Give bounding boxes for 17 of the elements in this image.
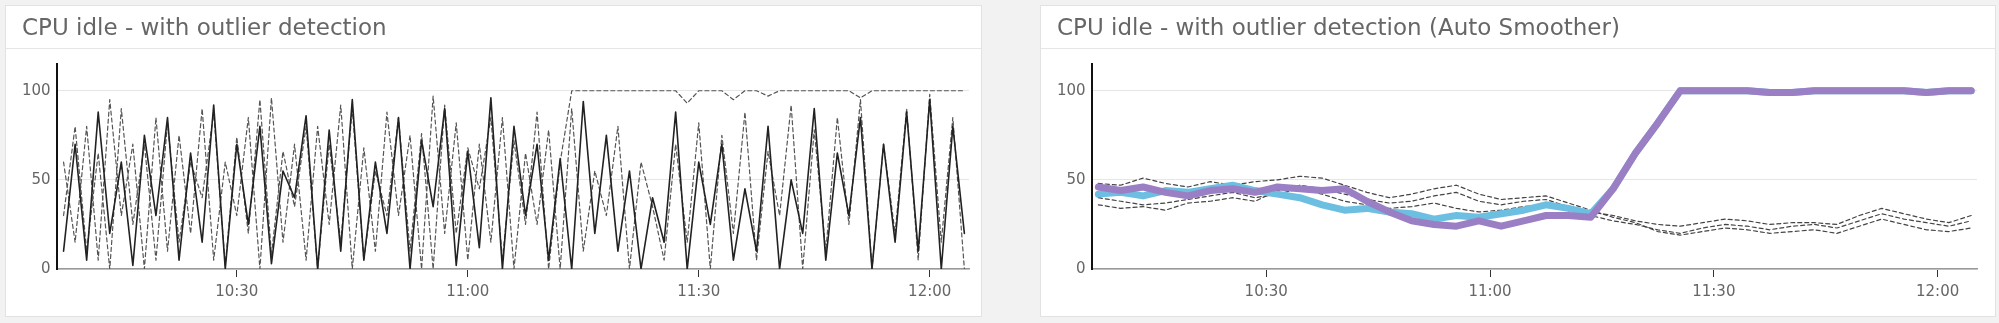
chart-title: CPU idle - with outlier detection [6, 6, 981, 49]
chart-title: CPU idle - with outlier detection (Auto Smoother) [1041, 6, 1995, 49]
x-tick-label: 12:00 [1915, 281, 1960, 300]
y-tick-label: 100 [21, 80, 51, 99]
y-tick-label: 50 [31, 169, 51, 188]
x-tick-label: 10:30 [1244, 281, 1288, 300]
y-tick-label: 0 [41, 258, 51, 277]
y-tick-label: 50 [1066, 169, 1086, 188]
y-tick-label: 100 [1056, 80, 1086, 99]
x-tick-label: 12:00 [908, 281, 952, 300]
x-tick-label: 11:00 [446, 281, 490, 300]
line-series [1097, 175, 1972, 236]
x-tick-label: 11:30 [677, 281, 721, 300]
x-tick-label: 10:30 [215, 281, 259, 300]
x-tick-label: 11:30 [1692, 281, 1736, 300]
x-tick-label: 11:00 [1468, 281, 1512, 300]
y-tick-label: 0 [1076, 258, 1086, 277]
